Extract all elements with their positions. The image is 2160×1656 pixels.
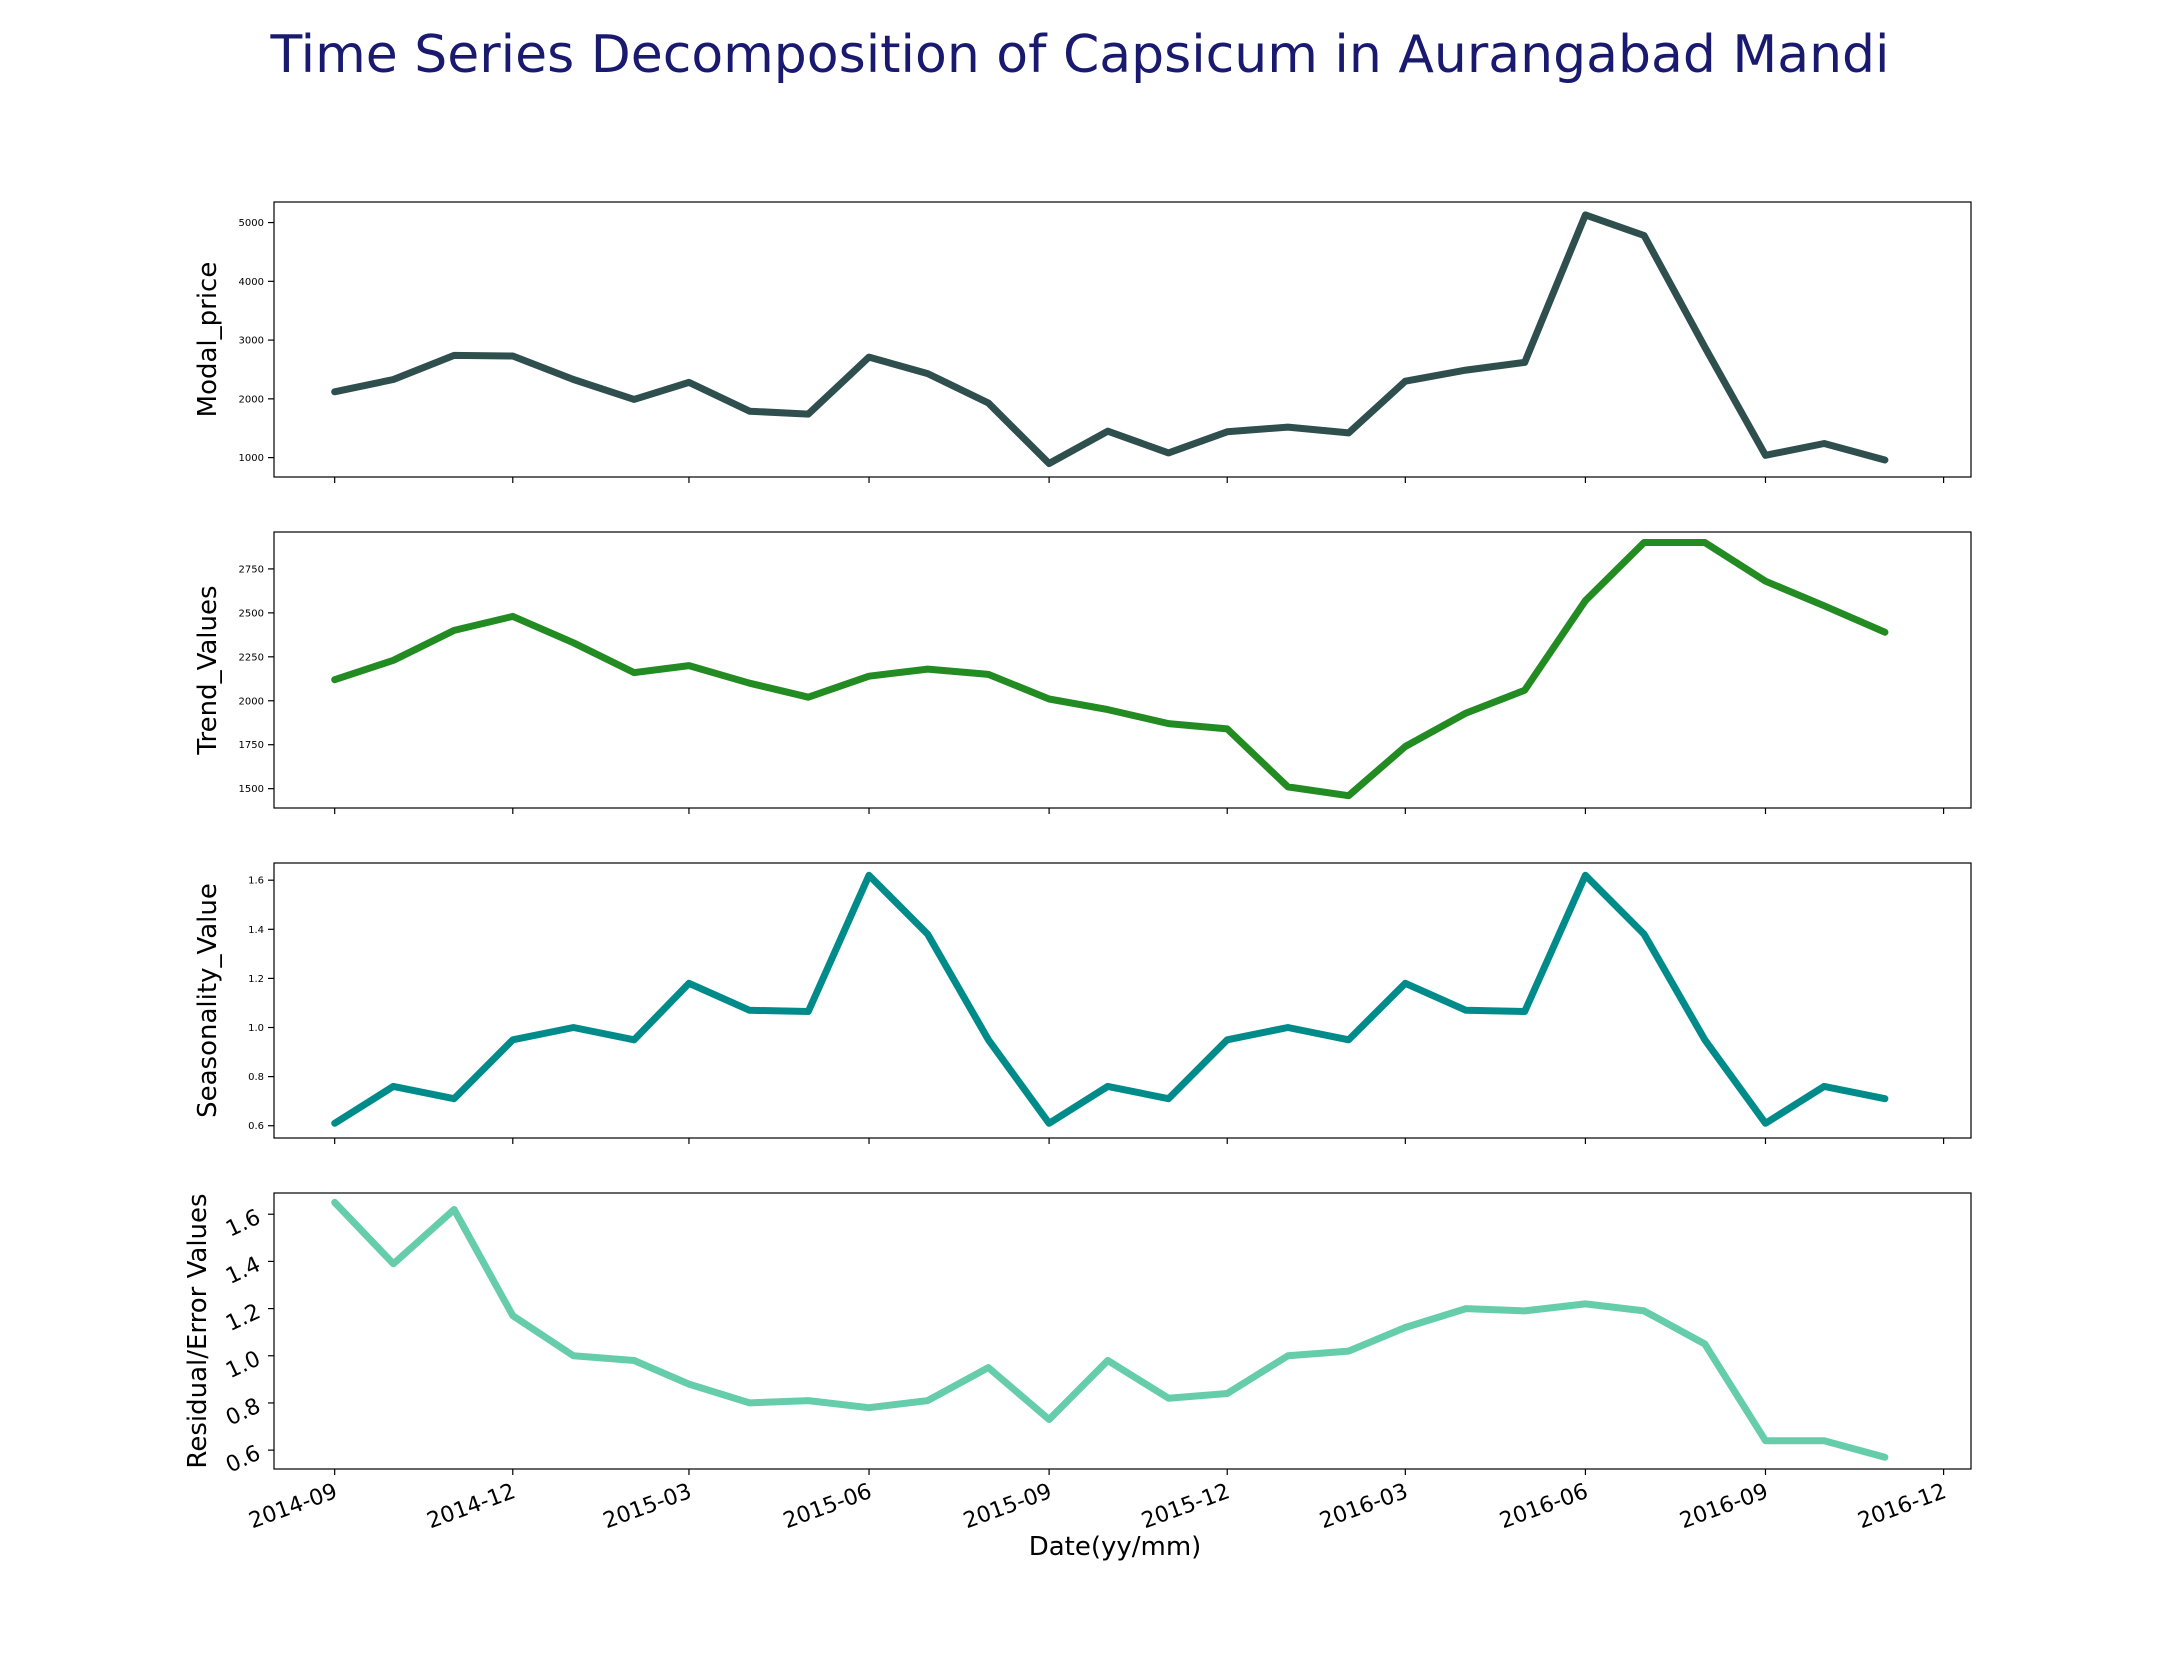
y-axis-label-2: Trend_Values [193,585,223,755]
x-tick-label: 2016-03 [1316,1479,1411,1534]
x-tick-label: 2016-06 [1497,1479,1592,1534]
y-tick-label: 3000 [239,336,264,347]
panels-group: 1000 2000 3000 4000 5000 Modal_price 1500 1750 2… [183,201,1972,1478]
y-tick-label: 0.8 [222,1394,264,1431]
y-tick-label: 1000 [239,453,264,464]
x-tick-label: 2015-06 [780,1479,875,1534]
y-tick-label: 1.4 [222,1252,264,1289]
panel-1: 1000 2000 3000 4000 5000 Modal_price [193,201,1972,483]
x-tick-label: 2016-09 [1677,1479,1772,1534]
y-tick-label: 2750 [239,564,264,575]
x-tick-label: 2015-12 [1138,1479,1233,1534]
plot-frame-2 [273,531,1972,809]
y-tick-label: 1750 [239,740,264,751]
y-tick-label: 2250 [239,652,264,663]
x-axis-label: Date(yy/mm) [1029,1532,1202,1562]
series-line-2 [331,539,1889,800]
y-tick-label: 1500 [239,784,264,795]
y-tick-label: 2000 [239,394,264,405]
y-tick-label: 0.8 [248,1072,264,1083]
plot-frame-4 [273,1192,1972,1470]
series-line-4 [331,1198,1889,1461]
x-tick-label: 2016-12 [1855,1479,1950,1534]
y-tick-label: 1.4 [248,925,264,936]
x-tick-label: 2015-03 [600,1479,695,1534]
series-line-3 [331,871,1889,1127]
y-tick-label: 1.6 [222,1205,264,1242]
x-tick-labels: 2014-09 2014-12 2015-03 2015-06 2015-09 2015-… [246,1479,1950,1534]
panel-4: 0.6 0.8 1.0 1.2 1.4 1.6 Residual/Error Values [183,1192,1972,1478]
y-tick-label: 0.6 [222,1441,264,1478]
panel-3: 0.6 0.8 1.0 1.2 1.4 1.6 Seasonality_Value [193,862,1972,1144]
y-tick-label: 5000 [239,218,264,229]
y-axis-label-1: Modal_price [193,262,223,418]
y-tick-label: 1.2 [222,1299,264,1336]
plot-frame-3 [273,862,1972,1139]
y-tick-label: 1.6 [248,876,264,887]
series-line-1 [331,211,1889,467]
y-tick-label: 2500 [239,608,264,619]
y-axis-label-4: Residual/Error Values [183,1193,213,1468]
y-tick-label: 4000 [239,277,264,288]
chart-title: Time Series Decomposition of Capsicum in… [269,25,1889,85]
y-tick-label: 0.6 [248,1121,264,1132]
y-tick-label: 1.0 [222,1347,264,1384]
y-tick-label: 2000 [239,696,264,707]
x-tick-label: 2014-09 [246,1479,341,1534]
y-tick-label: 1.0 [248,1023,264,1034]
y-tick-label: 1.2 [248,974,264,985]
x-tick-label: 2015-09 [960,1479,1055,1534]
x-tick-label: 2014-12 [424,1479,519,1534]
panel-2: 1500 1750 2000 2250 2500 2750 Trend_Values [193,531,1972,814]
y-axis-label-3: Seasonality_Value [193,883,223,1118]
